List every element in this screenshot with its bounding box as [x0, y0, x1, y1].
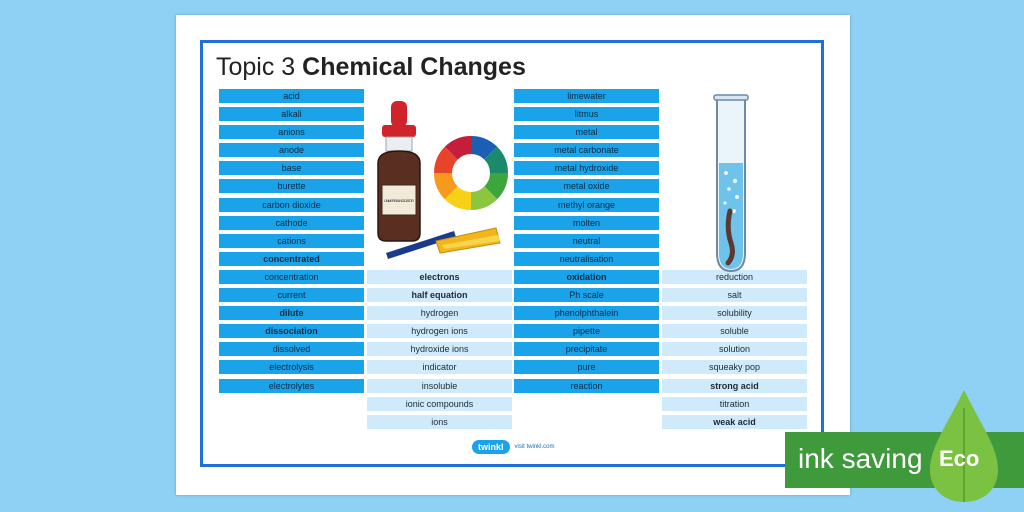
word-cell: oxidation [514, 269, 659, 284]
word-cell: soluble [662, 324, 807, 339]
word-cell: electrons [367, 270, 512, 284]
word-cell: strong acid [662, 378, 807, 393]
word-cell: pipette [514, 324, 659, 339]
brand-logo: twinkl [472, 440, 510, 454]
word-cell: reduction [662, 270, 807, 284]
twinkl-logo: twinkl visit twinkl.com [472, 440, 555, 454]
brand-url: visit twinkl.com [514, 444, 555, 450]
word-cell: metal hydroxide [514, 161, 659, 176]
word-cell: neutral [514, 233, 659, 248]
word-cell: methyl orange [514, 197, 659, 212]
ph-colour-wheel-icon [433, 135, 509, 211]
word-cell: metal [514, 125, 659, 140]
word-cell: acid [219, 89, 364, 103]
word-cell: pure [514, 360, 659, 375]
test-tube-illustration [713, 94, 749, 273]
word-cell: metal carbonate [514, 143, 659, 158]
title-prefix: Topic 3 [216, 53, 296, 81]
word-cell: indicator [367, 360, 512, 375]
word-cell: insoluble [367, 378, 512, 393]
word-cell: hydrogen [367, 306, 512, 321]
test-tube-icon [713, 94, 749, 273]
word-cell: alkali [219, 107, 364, 122]
eco-badge-word: Eco [939, 446, 980, 471]
word-column-1: acid alkali anions anode base burette carbon d… [219, 89, 364, 397]
word-cell: litmus [514, 107, 659, 122]
word-cell: metal oxide [514, 179, 659, 194]
word-cell: neutralisation [514, 251, 659, 266]
page-title: Topic 3 Chemical Changes [216, 53, 526, 82]
word-cell: molten [514, 215, 659, 230]
sheet-border [200, 40, 824, 467]
word-cell: anions [219, 125, 364, 140]
word-cell: burette [219, 179, 364, 194]
indicator-illustration: UNIVERSAL INDICATOR [377, 101, 509, 259]
word-cell: solution [662, 342, 807, 357]
word-cell: anode [219, 143, 364, 158]
eco-badge-text: ink saving [798, 443, 923, 474]
ph-paper-strips-icon [386, 227, 501, 259]
bottle-label: UNIVERSAL INDICATOR [384, 198, 414, 203]
word-cell: electrolytes [219, 378, 364, 393]
word-cell: ionic compounds [367, 396, 512, 411]
word-column-2: electrons half equation hydrogen hydrogen i… [367, 270, 512, 433]
word-cell: ions [367, 414, 512, 429]
word-cell: titration [662, 396, 807, 411]
word-column-3: limewater litmus metal metal carbonate metal… [514, 89, 659, 397]
word-cell: precipitate [514, 342, 659, 357]
word-cell: base [219, 161, 364, 176]
word-cell: dissociation [219, 324, 364, 339]
word-cell: weak acid [662, 414, 807, 429]
word-cell: concentration [219, 269, 364, 284]
dropper-bottle-icon: UNIVERSAL INDICATOR [377, 101, 421, 242]
word-cell: limewater [514, 89, 659, 103]
word-cell: solubility [662, 306, 807, 321]
word-mat-sheet: Topic 3 Chemical Changes acid alkali anion… [176, 15, 850, 495]
word-cell: carbon dioxide [219, 197, 364, 212]
word-cell: dilute [219, 306, 364, 321]
title-main: Chemical Changes [302, 53, 526, 81]
word-cell: hydroxide ions [367, 342, 512, 357]
word-cell: half equation [367, 288, 512, 303]
word-cell: hydrogen ions [367, 324, 512, 339]
word-cell: reaction [514, 378, 659, 393]
word-cell: concentrated [219, 251, 364, 266]
leaf-icon [930, 390, 998, 502]
word-cell: cations [219, 233, 364, 248]
word-cell: cathode [219, 215, 364, 230]
word-cell: phenolphthalein [514, 306, 659, 321]
word-cell: current [219, 288, 364, 303]
word-cell: electrolysis [219, 360, 364, 375]
word-cell: Ph scale [514, 288, 659, 303]
word-cell: squeaky pop [662, 360, 807, 375]
word-cell: salt [662, 288, 807, 303]
word-column-4: reduction salt solubility soluble solution sq… [662, 270, 807, 433]
word-cell: dissolved [219, 342, 364, 357]
